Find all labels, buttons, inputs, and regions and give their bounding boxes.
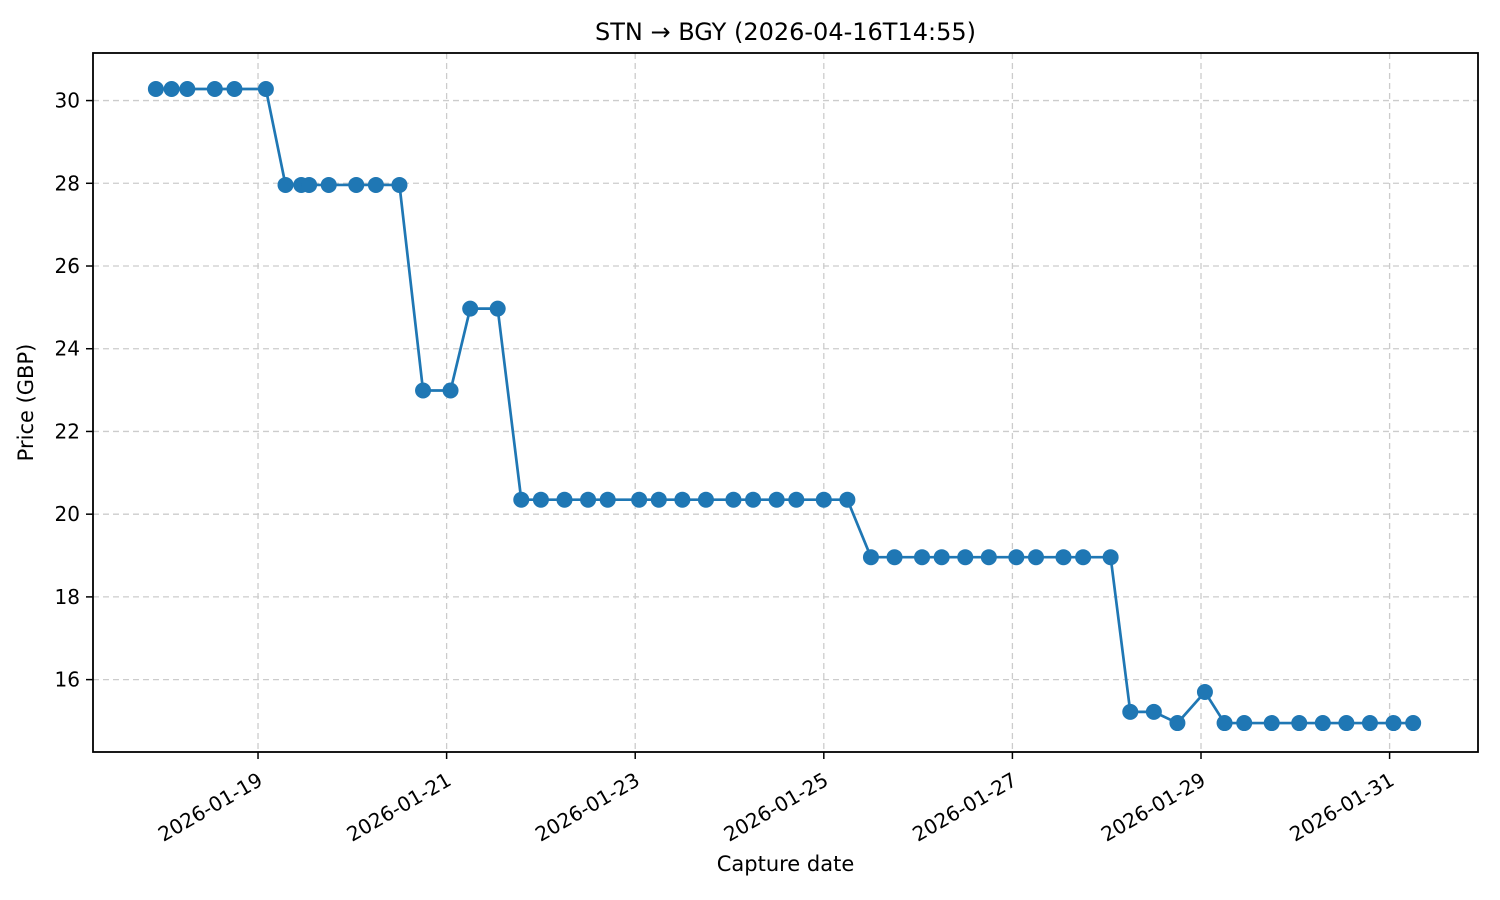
data-point [1263, 715, 1280, 732]
x-tick-label: 2026-01-19 [154, 768, 267, 847]
data-point [815, 491, 832, 508]
data-point [206, 80, 223, 97]
y-axis-label: Price (GBP) [14, 344, 38, 462]
data-point [768, 491, 785, 508]
data-point [788, 491, 805, 508]
data-point [257, 80, 274, 97]
data-point [1385, 715, 1402, 732]
data-point [862, 549, 879, 566]
data-point [1216, 715, 1233, 732]
data-point [1361, 715, 1378, 732]
x-tick-label: 2026-01-25 [720, 768, 833, 847]
data-point [513, 491, 530, 508]
data-point [1008, 549, 1025, 566]
data-point [1196, 684, 1213, 701]
series-layer [147, 80, 1422, 732]
axis-layer: 2026-01-19 2026-01-21 2026-01-23 2026-01-25… [55, 89, 1399, 847]
x-tick-label: 2026-01-27 [908, 768, 1021, 847]
data-point [442, 382, 459, 399]
data-point [1291, 715, 1308, 732]
data-point [1027, 549, 1044, 566]
data-point [348, 176, 365, 193]
x-axis-label: Capture date [717, 852, 855, 876]
x-tick-label: 2026-01-23 [531, 768, 644, 847]
data-point [957, 549, 974, 566]
y-tick-label: 18 [55, 585, 80, 609]
data-point [933, 549, 950, 566]
data-point [599, 491, 616, 508]
data-point [462, 300, 479, 317]
data-point [1102, 549, 1119, 566]
data-point [320, 176, 337, 193]
data-point [489, 300, 506, 317]
data-point [1122, 703, 1139, 720]
data-point [301, 176, 318, 193]
y-tick-label: 24 [55, 337, 80, 361]
data-point [391, 176, 408, 193]
x-tick-label: 2026-01-29 [1097, 768, 1210, 847]
price-line [155, 87, 1414, 725]
x-tick-label: 2026-01-31 [1285, 768, 1398, 847]
y-tick-label: 20 [55, 502, 80, 526]
y-tick-label: 16 [55, 668, 80, 692]
x-tick-label: 2026-01-21 [342, 768, 455, 847]
data-point [1075, 549, 1092, 566]
data-point [745, 491, 762, 508]
data-point [1169, 715, 1186, 732]
data-point [914, 549, 931, 566]
data-point [226, 80, 243, 97]
data-point [1145, 703, 1162, 720]
data-point [725, 491, 742, 508]
data-point [277, 176, 294, 193]
data-point [631, 491, 648, 508]
data-point [367, 176, 384, 193]
data-point [1314, 715, 1331, 732]
data-point [1055, 549, 1072, 566]
data-point [980, 549, 997, 566]
data-point [839, 491, 856, 508]
chart-title: STN → BGY (2026-04-16T14:55) [595, 18, 976, 46]
y-tick-label: 26 [55, 254, 80, 278]
data-point [147, 80, 164, 97]
data-point [1236, 715, 1253, 732]
data-point [650, 491, 667, 508]
data-point [532, 491, 549, 508]
y-tick-label: 22 [55, 419, 80, 443]
data-point [415, 382, 432, 399]
data-point [556, 491, 573, 508]
grid-layer [93, 53, 1478, 752]
plot-border [92, 52, 1479, 753]
data-point [179, 80, 196, 97]
data-point [697, 491, 714, 508]
data-point [1338, 715, 1355, 732]
data-point [580, 491, 597, 508]
data-point [163, 80, 180, 97]
data-point [674, 491, 691, 508]
y-tick-label: 30 [55, 89, 80, 113]
data-point [1405, 715, 1422, 732]
data-point [886, 549, 903, 566]
y-tick-label: 28 [55, 171, 80, 195]
